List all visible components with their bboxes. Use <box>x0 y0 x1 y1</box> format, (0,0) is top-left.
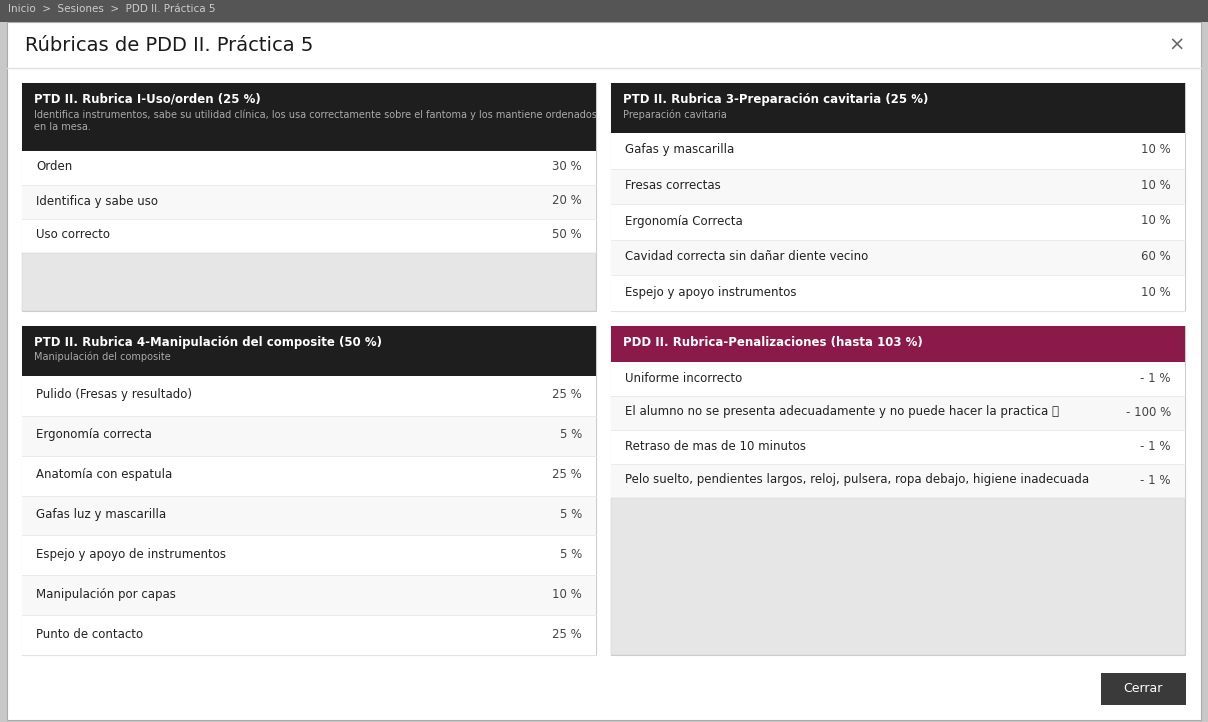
Text: 25 %: 25 % <box>552 388 582 401</box>
Bar <box>22 575 596 615</box>
Text: Uso correcto: Uso correcto <box>36 228 110 241</box>
Text: PDD II. Rubrica-Penalizaciones (hasta 103 %): PDD II. Rubrica-Penalizaciones (hasta 10… <box>623 336 923 349</box>
Bar <box>22 495 596 536</box>
Bar <box>611 240 1185 275</box>
Text: 5 %: 5 % <box>559 548 582 561</box>
Text: Preparación cavitaria: Preparación cavitaria <box>623 109 727 120</box>
Text: Manipulación del composite: Manipulación del composite <box>34 352 170 362</box>
Text: Rúbricas de PDD II. Práctica 5: Rúbricas de PDD II. Práctica 5 <box>25 36 313 55</box>
Bar <box>22 456 596 495</box>
Bar <box>22 83 596 311</box>
Bar <box>611 362 1185 396</box>
Text: 60 %: 60 % <box>1142 250 1171 263</box>
Text: 50 %: 50 % <box>552 228 582 241</box>
Text: 10 %: 10 % <box>1142 143 1171 156</box>
Bar <box>611 83 1185 133</box>
Bar <box>22 615 596 655</box>
Text: 10 %: 10 % <box>1142 179 1171 192</box>
Bar <box>611 498 1185 655</box>
Text: - 1 %: - 1 % <box>1140 372 1171 385</box>
Bar <box>611 326 1185 362</box>
Bar <box>1100 673 1186 705</box>
Text: Ergonomía Correcta: Ergonomía Correcta <box>625 214 743 227</box>
Bar <box>611 464 1185 498</box>
Bar <box>0 0 1208 22</box>
Text: 20 %: 20 % <box>552 194 582 207</box>
Text: Anatomía con espatula: Anatomía con espatula <box>36 468 173 481</box>
Text: 5 %: 5 % <box>559 508 582 521</box>
Text: Fresas correctas: Fresas correctas <box>625 179 721 192</box>
Text: - 100 %: - 100 % <box>1126 406 1171 419</box>
Text: Uniforme incorrecto: Uniforme incorrecto <box>625 372 742 385</box>
Text: Gafas luz y mascarilla: Gafas luz y mascarilla <box>36 508 167 521</box>
Bar <box>611 430 1185 464</box>
Bar <box>22 185 596 219</box>
Text: PTD II. Rubrica 4-Manipulación del composite (50 %): PTD II. Rubrica 4-Manipulación del compo… <box>34 336 382 349</box>
Text: 5 %: 5 % <box>559 428 582 441</box>
Text: Espejo y apoyo de instrumentos: Espejo y apoyo de instrumentos <box>36 548 226 561</box>
Text: ×: × <box>1168 36 1185 55</box>
Bar <box>611 396 1185 430</box>
Text: Cerrar: Cerrar <box>1123 682 1162 695</box>
Text: Manipulación por capas: Manipulación por capas <box>36 588 176 601</box>
Text: Retraso de mas de 10 minutos: Retraso de mas de 10 minutos <box>625 440 806 453</box>
Text: 25 %: 25 % <box>552 468 582 481</box>
Text: Inicio  >  Sesiones  >  PDD II. Práctica 5: Inicio > Sesiones > PDD II. Práctica 5 <box>8 4 215 14</box>
Text: 10 %: 10 % <box>1142 214 1171 227</box>
Text: Cavidad correcta sin dañar diente vecino: Cavidad correcta sin dañar diente vecino <box>625 250 869 263</box>
Bar <box>611 498 1185 655</box>
Bar <box>611 83 1185 311</box>
Text: Orden: Orden <box>36 160 72 173</box>
Text: El alumno no se presenta adecuadamente y no puede hacer la practica ⓘ: El alumno no se presenta adecuadamente y… <box>625 406 1059 419</box>
Bar <box>22 536 596 575</box>
Bar <box>611 133 1185 169</box>
Bar <box>22 326 596 376</box>
Bar <box>22 376 596 416</box>
Text: - 1 %: - 1 % <box>1140 474 1171 487</box>
Text: Punto de contacto: Punto de contacto <box>36 627 143 640</box>
Bar <box>22 253 596 311</box>
Bar <box>22 253 596 311</box>
Bar <box>22 151 596 185</box>
Bar <box>611 326 1185 655</box>
Text: PTD II. Rubrica 3-Preparación cavitaria (25 %): PTD II. Rubrica 3-Preparación cavitaria … <box>623 93 929 106</box>
Text: 30 %: 30 % <box>552 160 582 173</box>
Bar <box>611 275 1185 311</box>
Text: 25 %: 25 % <box>552 627 582 640</box>
Text: Gafas y mascarilla: Gafas y mascarilla <box>625 143 734 156</box>
Bar <box>611 169 1185 204</box>
Bar <box>22 83 596 151</box>
Text: Identifica y sabe uso: Identifica y sabe uso <box>36 194 158 207</box>
Text: Pulido (Fresas y resultado): Pulido (Fresas y resultado) <box>36 388 192 401</box>
Text: en la mesa.: en la mesa. <box>34 122 91 132</box>
Text: 10 %: 10 % <box>552 588 582 601</box>
Text: PTD II. Rubrica I-Uso/orden (25 %): PTD II. Rubrica I-Uso/orden (25 %) <box>34 93 261 106</box>
Bar <box>22 326 596 655</box>
Bar <box>22 416 596 456</box>
Text: - 1 %: - 1 % <box>1140 440 1171 453</box>
Bar <box>611 204 1185 240</box>
Text: Ergonomía correcta: Ergonomía correcta <box>36 428 152 441</box>
Text: Pelo suelto, pendientes largos, reloj, pulsera, ropa debajo, higiene inadecuada: Pelo suelto, pendientes largos, reloj, p… <box>625 474 1090 487</box>
Text: Espejo y apoyo instrumentos: Espejo y apoyo instrumentos <box>625 286 796 299</box>
Bar <box>22 219 596 253</box>
Text: Identifica instrumentos, sabe su utilidad clínica, los usa correctamente sobre e: Identifica instrumentos, sabe su utilida… <box>34 109 597 120</box>
Text: 10 %: 10 % <box>1142 286 1171 299</box>
